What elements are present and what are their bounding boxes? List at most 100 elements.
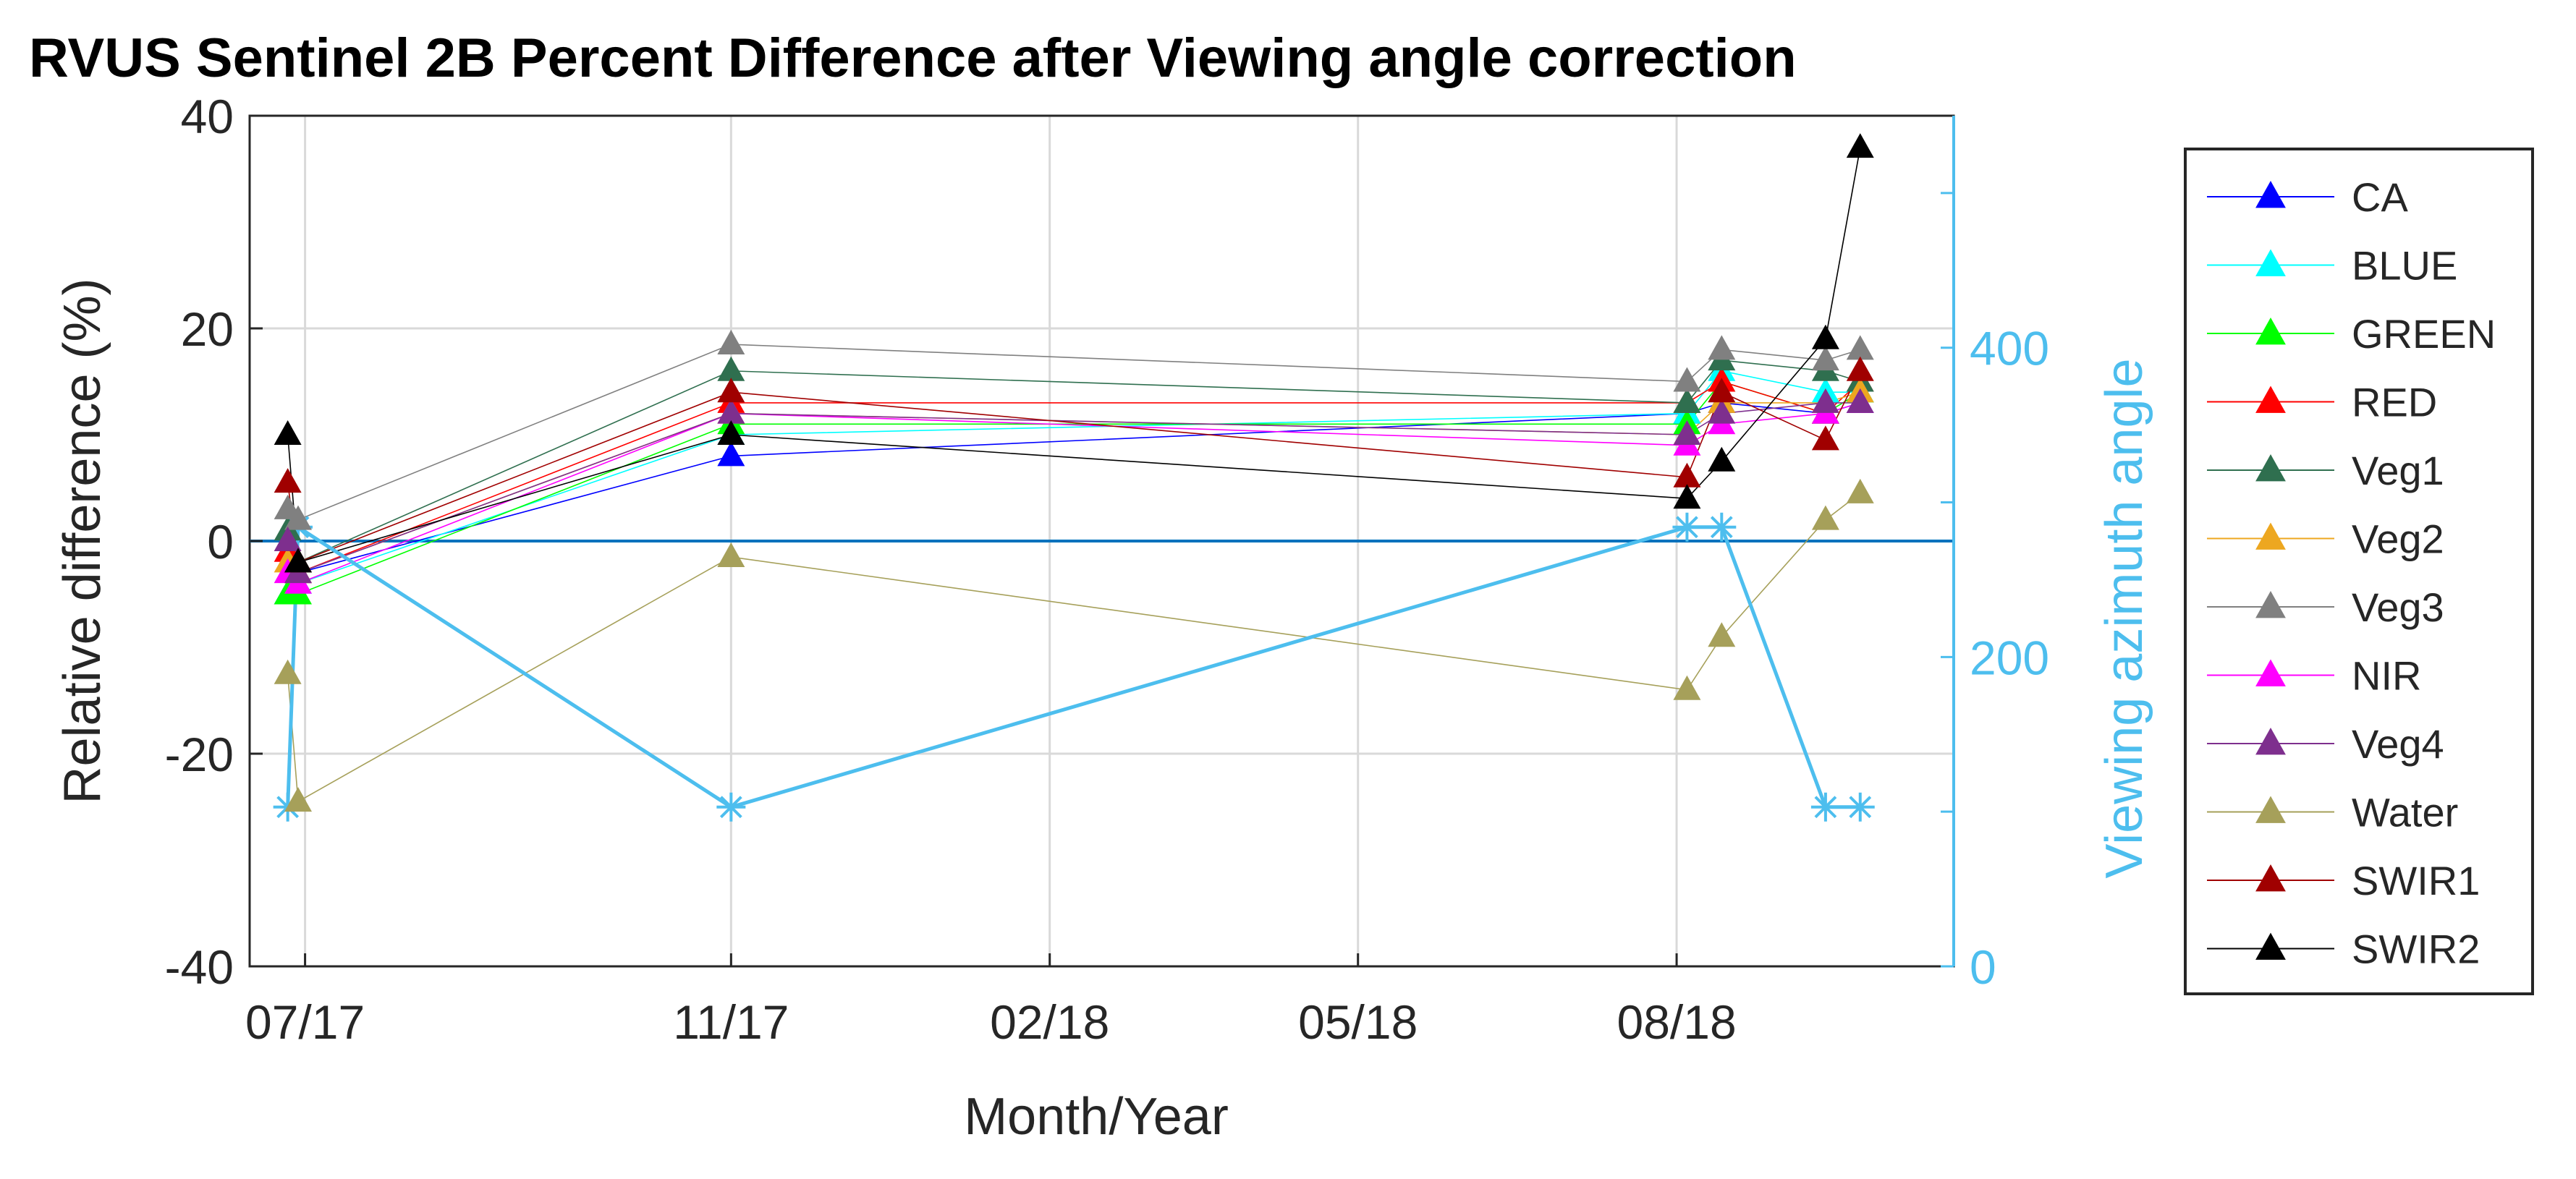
data-point-swir1 bbox=[1708, 378, 1736, 403]
y-tick-label: 20 bbox=[181, 302, 234, 356]
data-point-veg4 bbox=[274, 527, 302, 551]
legend-label-veg2: Veg2 bbox=[2352, 516, 2444, 562]
chart-title: RVUS Sentinel 2B Percent Difference afte… bbox=[29, 27, 1797, 89]
x-tick-label: 02/18 bbox=[990, 995, 1109, 1049]
y-tick-label: -40 bbox=[165, 940, 234, 994]
legend-marker-nir bbox=[2255, 659, 2286, 686]
legend-box bbox=[2184, 148, 2534, 995]
legend-marker-ca bbox=[2255, 181, 2286, 208]
data-point-swir1 bbox=[274, 468, 302, 493]
data-point-water bbox=[284, 787, 313, 812]
x-axis-label: Month/Year bbox=[964, 1088, 1229, 1146]
legend-marker-blue bbox=[2255, 249, 2286, 276]
y2-axis-label: Viewing azimuth angle bbox=[2096, 358, 2153, 878]
legend-label-veg3: Veg3 bbox=[2352, 584, 2444, 630]
data-point-veg4 bbox=[1846, 388, 1874, 413]
data-point-veg3 bbox=[717, 330, 745, 355]
azimuth-point bbox=[1810, 792, 1840, 822]
y2-tick-label: 0 bbox=[1970, 940, 1996, 994]
y-tick-label: 0 bbox=[207, 515, 234, 569]
data-point-swir1 bbox=[1846, 356, 1874, 381]
x-tick-label: 11/17 bbox=[673, 995, 789, 1049]
series-line-nir bbox=[287, 402, 1860, 584]
data-point-veg3 bbox=[1673, 367, 1701, 392]
data-point-veg3 bbox=[1846, 335, 1874, 360]
data-point-veg3 bbox=[284, 505, 313, 530]
y-axis: -40 -20 0 20 40 bbox=[165, 90, 263, 994]
legend-marker-swir2 bbox=[2255, 932, 2286, 960]
legend: CA BLUE GREEN RED Veg1 Veg2 Veg3 NIR Veg4 Water SW… bbox=[2184, 148, 2534, 995]
data-point-swir1 bbox=[1811, 425, 1839, 451]
legend-label-swir1: SWIR1 bbox=[2352, 858, 2480, 903]
y-axis-label: Relative difference (%) bbox=[54, 278, 111, 804]
legend-label-veg1: Veg1 bbox=[2352, 448, 2444, 493]
legend-marker-red bbox=[2255, 386, 2286, 413]
legend-marker-veg3 bbox=[2255, 591, 2286, 618]
data-point-water bbox=[1811, 505, 1839, 530]
y2-axis: 0 200 400 bbox=[1941, 116, 2049, 994]
legend-label-swir2: SWIR2 bbox=[2352, 927, 2480, 972]
azimuth-point bbox=[1707, 512, 1737, 542]
data-point-veg4 bbox=[1673, 420, 1701, 445]
data-point-water bbox=[274, 659, 302, 684]
legend-label-nir: NIR bbox=[2352, 653, 2421, 699]
y-tick-label: 40 bbox=[181, 90, 234, 143]
azimuth-series bbox=[273, 512, 1875, 822]
data-point-water bbox=[1846, 478, 1874, 503]
data-point-veg3 bbox=[1708, 335, 1736, 360]
data-point-water bbox=[1673, 675, 1701, 700]
data-point-veg4 bbox=[717, 399, 745, 424]
series-line-veg1 bbox=[287, 359, 1860, 563]
data-point-swir2 bbox=[1708, 446, 1736, 472]
data-point-swir2 bbox=[717, 420, 745, 445]
data-point-swir2 bbox=[1846, 133, 1874, 158]
series-line-ca bbox=[287, 402, 1860, 595]
series-markers bbox=[274, 133, 1874, 812]
series-line-blue bbox=[287, 370, 1860, 595]
series-lines bbox=[287, 147, 1861, 803]
azimuth-point bbox=[716, 792, 746, 822]
series-line-swir2 bbox=[287, 147, 1861, 563]
legend-marker-veg4 bbox=[2255, 728, 2286, 755]
legend-label-green: GREEN bbox=[2352, 311, 2496, 357]
data-point-veg1 bbox=[717, 356, 745, 381]
legend-label-ca: CA bbox=[2352, 174, 2408, 220]
data-point-swir2 bbox=[274, 420, 302, 445]
legend-marker-swir1 bbox=[2255, 864, 2286, 892]
data-point-water bbox=[717, 542, 745, 568]
data-point-water bbox=[1708, 622, 1736, 647]
y-tick-label: -20 bbox=[165, 728, 234, 781]
y2-tick-label: 200 bbox=[1970, 631, 2049, 684]
x-tick-label: 08/18 bbox=[1617, 995, 1736, 1049]
legend-label-blue: BLUE bbox=[2352, 243, 2457, 289]
legend-marker-veg2 bbox=[2255, 522, 2286, 550]
x-axis: 07/17 11/17 02/18 05/18 08/18 bbox=[245, 953, 1737, 1049]
data-point-veg1 bbox=[1673, 388, 1701, 413]
data-point-veg4 bbox=[1708, 399, 1736, 424]
azimuth-line bbox=[286, 524, 1860, 809]
data-point-swir2 bbox=[1673, 484, 1701, 509]
y2-tick-label: 400 bbox=[1970, 322, 2049, 375]
data-point-ca bbox=[717, 441, 745, 467]
legend-label-veg4: Veg4 bbox=[2352, 721, 2444, 767]
series-line-water bbox=[287, 493, 1861, 803]
data-point-swir2 bbox=[284, 548, 313, 573]
series-line-veg3 bbox=[287, 344, 1860, 521]
data-point-swir2 bbox=[1811, 324, 1839, 349]
series-line-green bbox=[287, 380, 1861, 595]
data-point-swir1 bbox=[717, 378, 745, 403]
legend-marker-green bbox=[2255, 318, 2286, 345]
data-point-veg3 bbox=[1811, 346, 1839, 371]
legend-marker-water bbox=[2255, 796, 2286, 823]
legend-label-water: Water bbox=[2352, 790, 2458, 835]
azimuth-point bbox=[1672, 512, 1702, 542]
series-line-swir1 bbox=[287, 370, 1861, 563]
data-point-swir1 bbox=[1673, 462, 1701, 488]
x-tick-label: 07/17 bbox=[245, 995, 365, 1049]
legend-marker-veg1 bbox=[2255, 454, 2286, 482]
data-point-veg4 bbox=[1811, 388, 1839, 413]
legend-label-red: RED bbox=[2352, 380, 2437, 425]
azimuth-point bbox=[1845, 792, 1875, 822]
x-tick-label: 05/18 bbox=[1298, 995, 1418, 1049]
